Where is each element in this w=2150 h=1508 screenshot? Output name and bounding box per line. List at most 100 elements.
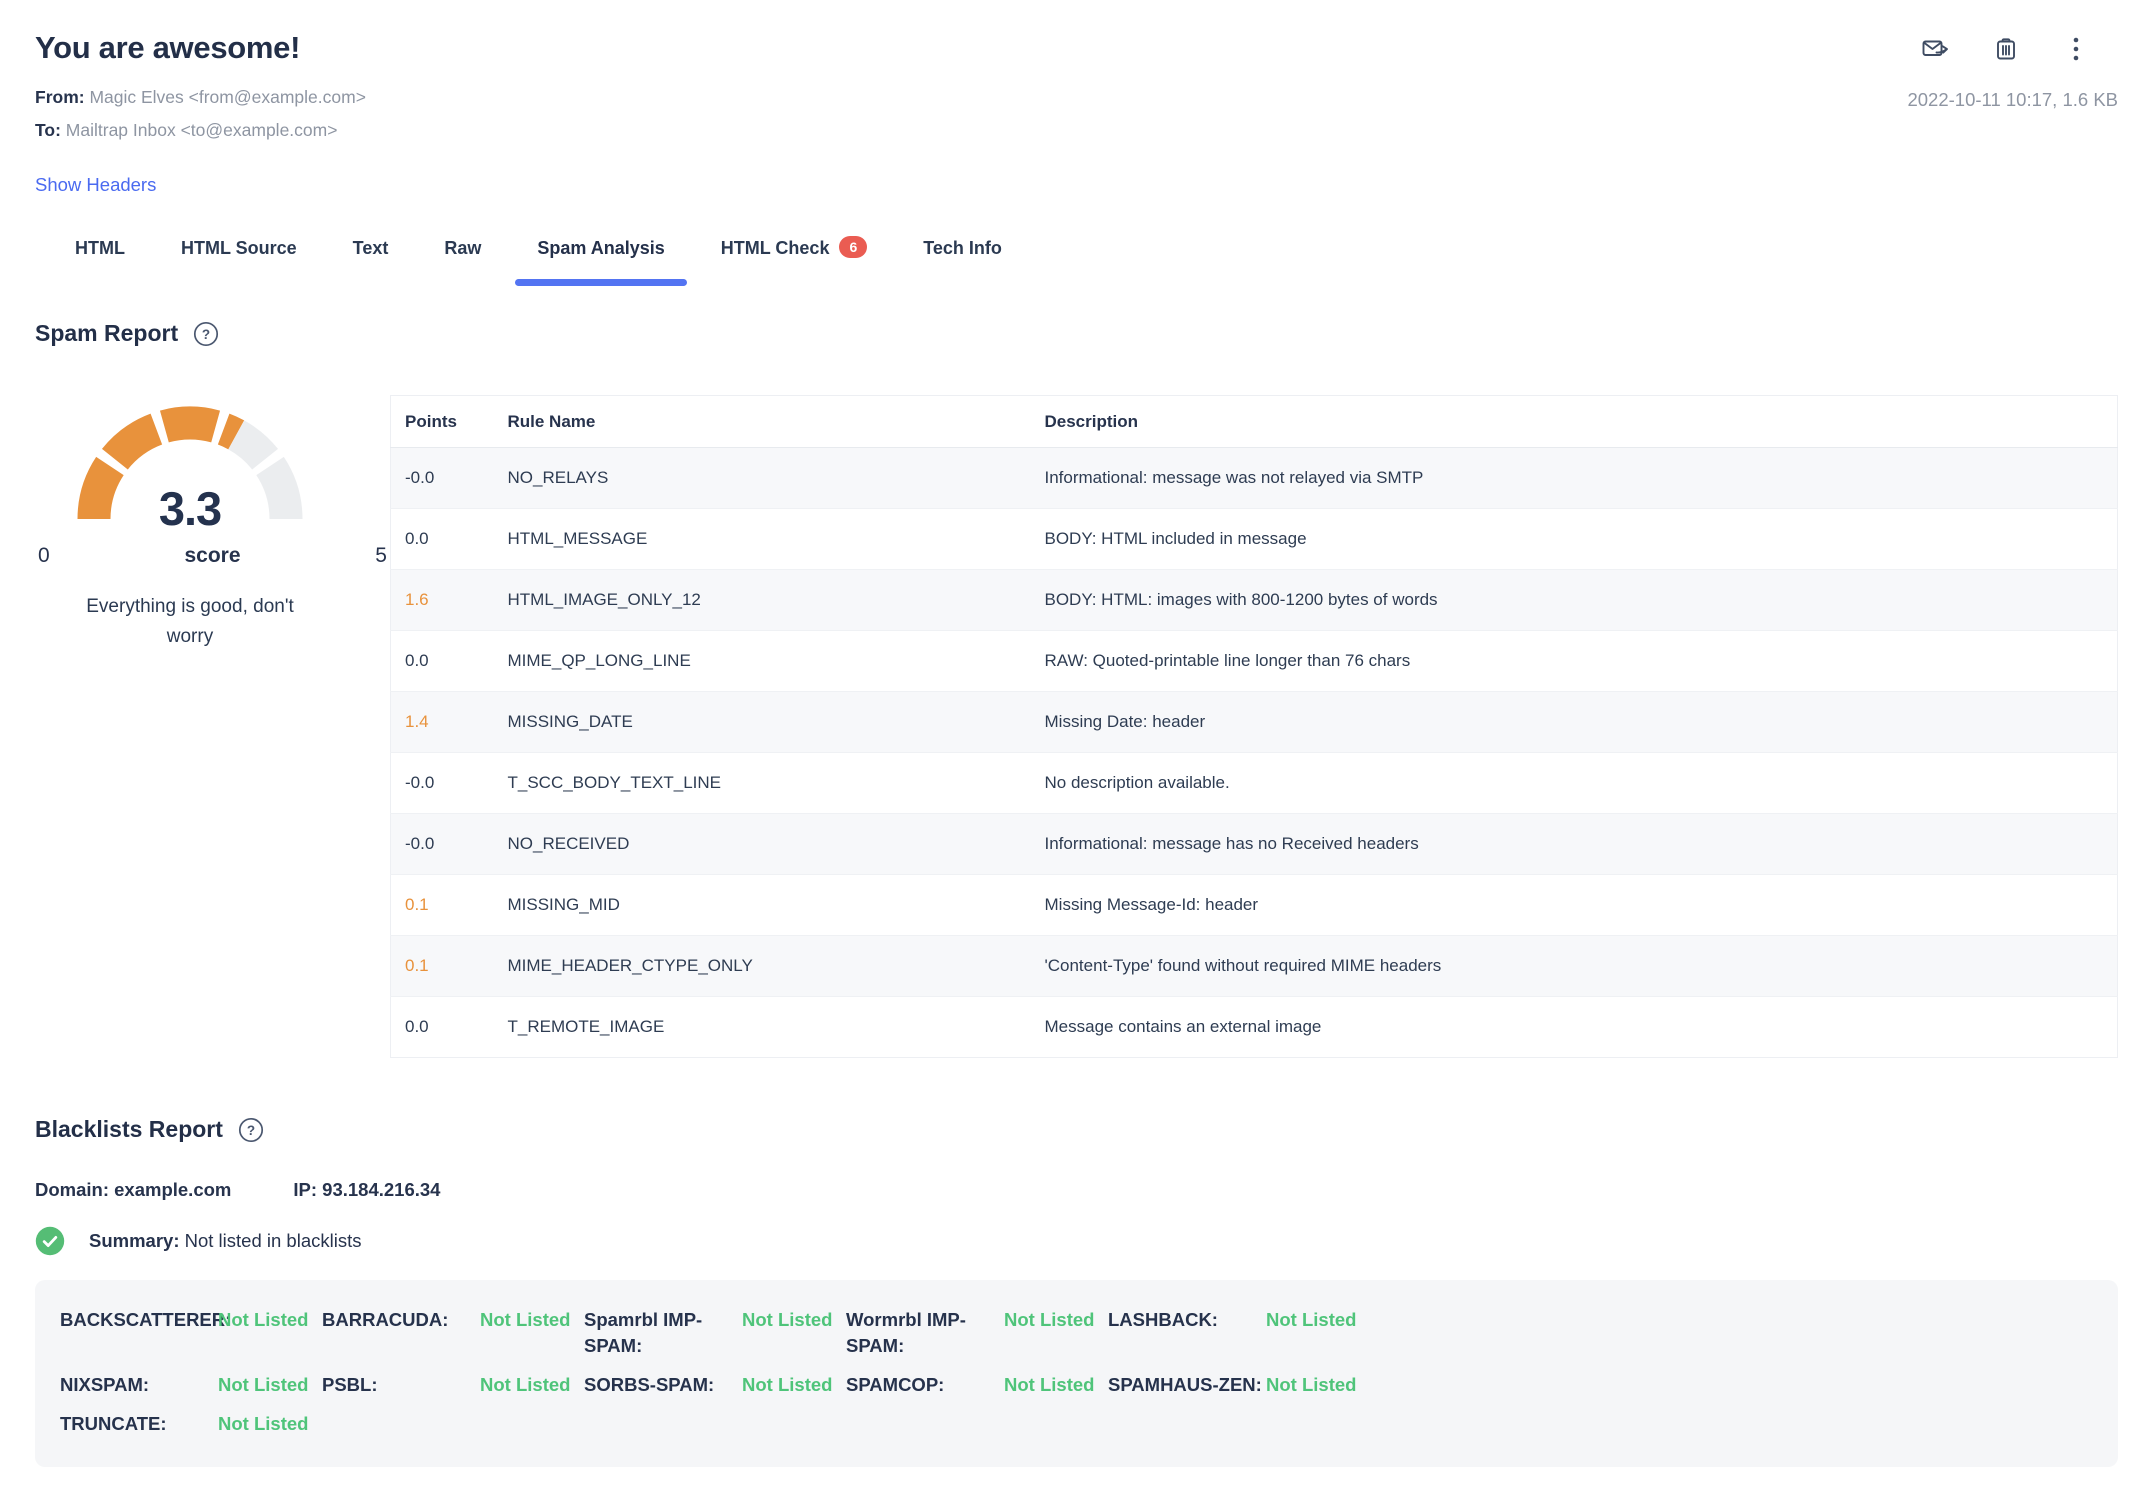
rule-description: 'Content-Type' found without required MI… bbox=[1044, 956, 1442, 975]
blacklist-entry: SPAMHAUS-ZEN: Not Listed bbox=[1108, 1372, 1370, 1398]
spam-rule-row: -0.0 T_SCC_BODY_TEXT_LINE No description… bbox=[390, 752, 2118, 814]
gauge-arc bbox=[77, 406, 303, 520]
help-icon[interactable]: ? bbox=[238, 1117, 264, 1143]
help-icon[interactable]: ? bbox=[193, 321, 219, 347]
blacklist-status: Not Listed bbox=[742, 1309, 833, 1330]
spam-rule-row: 0.0 T_REMOTE_IMAGE Message contains an e… bbox=[390, 996, 2118, 1058]
spam-score-gauge: 3.3 bbox=[75, 406, 305, 535]
blacklist-summary-row: Summary: Not listed in blacklists bbox=[35, 1226, 2118, 1256]
blacklist-status: Not Listed bbox=[1004, 1374, 1095, 1395]
tab-label: Tech Info bbox=[923, 238, 1002, 258]
spam-rule-row: 0.1 MISSING_MID Missing Message-Id: head… bbox=[390, 874, 2118, 936]
success-check-icon bbox=[35, 1226, 65, 1256]
tab-spam-analysis[interactable]: Spam Analysis bbox=[509, 230, 692, 286]
gauge-max-label: 5 bbox=[375, 544, 387, 567]
ip-pair: IP: 93.184.216.34 bbox=[293, 1179, 440, 1201]
column-description: Description bbox=[1030, 395, 2118, 448]
rule-description: Informational: message has no Received h… bbox=[1044, 834, 1419, 853]
blacklist-name: PSBL: bbox=[322, 1374, 378, 1395]
summary-label: Summary: bbox=[89, 1230, 180, 1251]
show-headers-link[interactable]: Show Headers bbox=[35, 174, 157, 195]
table-header-row: Points Rule Name Description bbox=[390, 395, 2118, 448]
summary-value: Not listed in blacklists bbox=[184, 1230, 362, 1251]
tab-label: Text bbox=[352, 238, 389, 258]
tab-html[interactable]: HTML bbox=[47, 230, 153, 286]
blacklist-status: Not Listed bbox=[218, 1374, 309, 1395]
blacklist-name: SPAMCOP: bbox=[846, 1374, 945, 1395]
domain-value: example.com bbox=[114, 1179, 232, 1200]
spam-rule-row: -0.0 NO_RELAYS Informational: message wa… bbox=[390, 447, 2118, 509]
from-value: Magic Elves <from@example.com> bbox=[89, 87, 366, 107]
blacklist-entry: BARRACUDA: Not Listed bbox=[322, 1307, 584, 1359]
spam-score-caption: Everything is good, don't worry bbox=[86, 596, 294, 647]
spam-rule-row: -0.0 NO_RECEIVED Informational: message … bbox=[390, 813, 2118, 875]
tab-label: HTML bbox=[75, 238, 125, 258]
blacklists-box: BACKSCATTERER: Not Listed BARRACUDA: Not… bbox=[35, 1280, 2118, 1467]
blacklist-status: Not Listed bbox=[1266, 1374, 1357, 1395]
blacklist-entry: SORBS-SPAM: Not Listed bbox=[584, 1372, 846, 1398]
blacklist-name: Wormrbl IMP-SPAM: bbox=[846, 1309, 966, 1356]
message-timestamp-size: 2022-10-11 10:17, 1.6 KB bbox=[1907, 89, 2118, 110]
blacklist-entry: Spamrbl IMP-SPAM: Not Listed bbox=[584, 1307, 846, 1359]
rule-description: RAW: Quoted-printable line longer than 7… bbox=[1044, 651, 1411, 670]
rule-points: 1.6 bbox=[405, 590, 429, 609]
delete-icon[interactable] bbox=[1992, 36, 2020, 62]
blacklists-report-header: Blacklists Report ? bbox=[35, 1116, 2118, 1143]
rule-name: MIME_QP_LONG_LINE bbox=[507, 651, 691, 670]
blacklist-status: Not Listed bbox=[480, 1309, 571, 1330]
rule-points: 0.1 bbox=[405, 956, 429, 975]
tab-label: HTML Check bbox=[720, 238, 830, 258]
blacklist-entry: LASHBACK: Not Listed bbox=[1108, 1307, 1370, 1359]
spam-rule-row: 1.6 HTML_IMAGE_ONLY_12 BODY: HTML: image… bbox=[390, 569, 2118, 631]
blacklist-entry: NIXSPAM: Not Listed bbox=[60, 1372, 322, 1398]
blacklist-status: Not Listed bbox=[218, 1309, 309, 1330]
blacklist-status: Not Listed bbox=[218, 1413, 309, 1434]
spam-rules-column: Points Rule Name Description -0.0 NO_REL… bbox=[390, 395, 2118, 1058]
tab-tech-info[interactable]: Tech Info bbox=[895, 230, 1030, 286]
spam-rule-row: 0.0 MIME_QP_LONG_LINE RAW: Quoted-printa… bbox=[390, 630, 2118, 692]
blacklist-entry: SPAMCOP: Not Listed bbox=[846, 1372, 1108, 1398]
rule-description: No description available. bbox=[1044, 773, 1230, 792]
to-value: Mailtrap Inbox <to@example.com> bbox=[65, 120, 338, 140]
from-label: From: bbox=[35, 87, 85, 107]
rule-name: MIME_HEADER_CTYPE_ONLY bbox=[507, 956, 753, 975]
svg-text:?: ? bbox=[202, 327, 210, 342]
spam-report-title: Spam Report bbox=[35, 320, 179, 346]
spam-report-content: 3.3 0 score 5 Everything is good, don't … bbox=[35, 395, 2118, 1058]
column-points: Points bbox=[390, 395, 494, 448]
blacklist-status: Not Listed bbox=[1266, 1309, 1357, 1330]
tab-raw[interactable]: Raw bbox=[416, 230, 509, 286]
rule-points: -0.0 bbox=[405, 468, 435, 487]
tab-badge: 6 bbox=[839, 236, 868, 258]
spam-report-header: Spam Report ? bbox=[35, 320, 2118, 347]
column-rule-name: Rule Name bbox=[493, 395, 1031, 448]
tab-html-check[interactable]: HTML Check 6 bbox=[693, 230, 895, 286]
message-view-tabs: HTML HTML Source Text Raw Spam Analysis … bbox=[47, 230, 2118, 286]
spam-score-value: 3.3 bbox=[158, 482, 222, 535]
rule-description: Missing Message-Id: header bbox=[1044, 895, 1259, 914]
rule-name: MISSING_DATE bbox=[507, 712, 633, 731]
blacklist-entry: PSBL: Not Listed bbox=[322, 1372, 584, 1398]
blacklist-status: Not Listed bbox=[480, 1374, 571, 1395]
blacklist-entry: TRUNCATE: Not Listed bbox=[60, 1411, 322, 1437]
rule-name: MISSING_MID bbox=[507, 895, 620, 914]
rule-name: NO_RELAYS bbox=[507, 468, 609, 487]
blacklist-status: Not Listed bbox=[742, 1374, 833, 1395]
blacklist-target-row: Domain: example.com IP: 93.184.216.34 bbox=[35, 1179, 2118, 1201]
blacklist-name: TRUNCATE: bbox=[60, 1413, 167, 1434]
forward-email-icon[interactable] bbox=[1922, 36, 1950, 62]
ip-value: 93.184.216.34 bbox=[322, 1179, 441, 1200]
rule-points: 0.0 bbox=[405, 651, 429, 670]
tab-text[interactable]: Text bbox=[325, 230, 417, 286]
spam-score-column: 3.3 0 score 5 Everything is good, don't … bbox=[35, 395, 390, 652]
rule-name: T_REMOTE_IMAGE bbox=[507, 1017, 665, 1036]
more-options-icon[interactable] bbox=[2062, 36, 2090, 62]
blacklist-entry: Wormrbl IMP-SPAM: Not Listed bbox=[846, 1307, 1108, 1359]
gauge-score-label: score bbox=[184, 544, 241, 567]
rule-description: Message contains an external image bbox=[1044, 1017, 1322, 1036]
rule-name: T_SCC_BODY_TEXT_LINE bbox=[507, 773, 722, 792]
domain-label: Domain: bbox=[35, 1179, 109, 1200]
rule-description: BODY: HTML included in message bbox=[1044, 529, 1307, 548]
domain-pair: Domain: example.com bbox=[35, 1179, 231, 1201]
tab-html-source[interactable]: HTML Source bbox=[153, 230, 325, 286]
